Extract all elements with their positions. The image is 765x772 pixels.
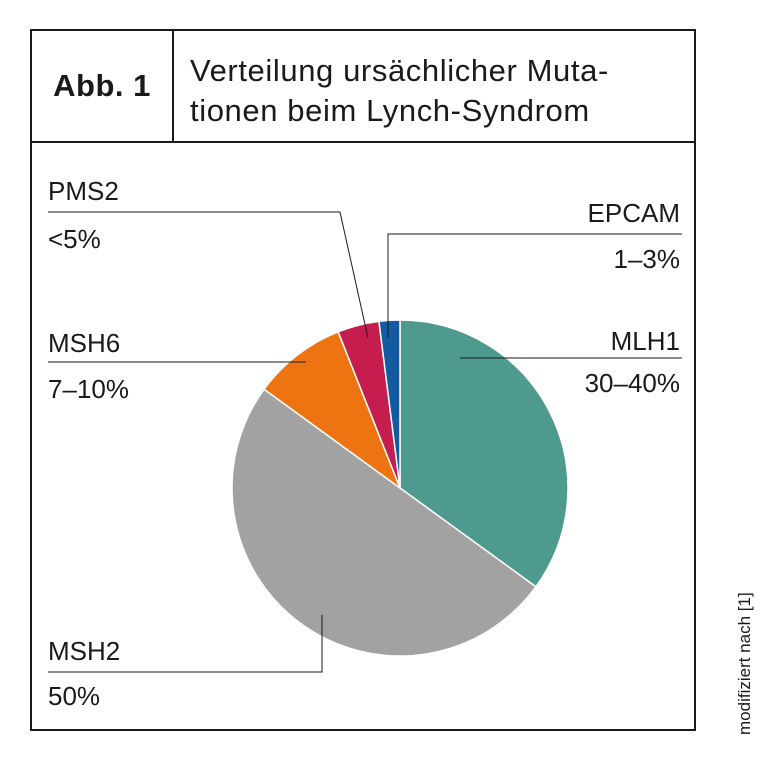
slice-value-mlh1: 30–40% xyxy=(585,368,680,398)
slice-value-msh6: 7–10% xyxy=(48,374,129,404)
pie-slice-msh2 xyxy=(231,388,537,657)
figure-title-line-1: Verteilung ursächlicher Muta- xyxy=(190,53,609,88)
figure-frame: Abb. 1 Verteilung ursächlicher Muta- tio… xyxy=(30,29,696,731)
figure-title: Verteilung ursächlicher Muta- tionen bei… xyxy=(190,51,680,131)
slice-name-mlh1: MLH1 xyxy=(611,326,680,356)
slice-value-pms2: <5% xyxy=(48,224,101,254)
figure-header: Abb. 1 Verteilung ursächlicher Muta- tio… xyxy=(32,31,694,143)
slice-value-epcam: 1–3% xyxy=(614,244,681,274)
slice-name-msh6: MSH6 xyxy=(48,328,120,358)
leader-line-epcam xyxy=(387,233,682,338)
leader-line-msh2 xyxy=(48,615,323,673)
pie-slice-epcam xyxy=(378,319,401,489)
slice-value-msh2: 50% xyxy=(48,681,100,711)
source-note: modifiziert nach [1] xyxy=(735,592,754,735)
leader-lines xyxy=(48,211,682,673)
pie-slices xyxy=(231,319,569,657)
slice-labels: MLH1 30–40% MSH2 50% MSH6 7–10% PMS2 <5% EPCAM 1–… xyxy=(48,176,680,711)
pie-slice-mlh1 xyxy=(399,319,569,588)
leader-line-pms2 xyxy=(48,211,369,339)
figure-label: Abb. 1 xyxy=(32,31,174,141)
slice-name-msh2: MSH2 xyxy=(48,636,120,666)
figure-title-line-2: tionen beim Lynch-Syndrom xyxy=(190,93,590,128)
slice-name-epcam: EPCAM xyxy=(588,198,680,228)
slice-name-pms2: PMS2 xyxy=(48,176,119,206)
pie-slice-msh6 xyxy=(263,330,402,491)
